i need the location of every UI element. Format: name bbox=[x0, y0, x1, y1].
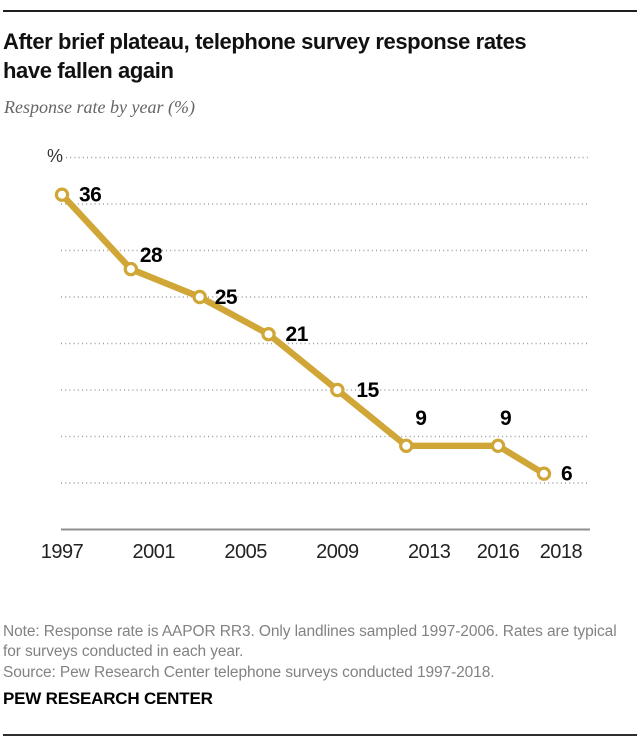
data-point-1997 bbox=[54, 187, 70, 202]
x-tick-2009: 2009 bbox=[316, 541, 359, 563]
chart-source: Source: Pew Research Center telephone su… bbox=[3, 664, 495, 681]
data-label-1997: 36 bbox=[79, 184, 101, 207]
x-tick-1997: 1997 bbox=[41, 541, 84, 563]
x-tick-2018: 2018 bbox=[540, 541, 583, 563]
data-point-2003 bbox=[192, 289, 207, 305]
data-label-2016: 9 bbox=[500, 407, 511, 430]
data-point-2018 bbox=[536, 466, 552, 481]
data-label-2009: 15 bbox=[356, 379, 379, 402]
chart-title-line1: After brief plateau, telephone survey re… bbox=[3, 29, 527, 54]
bottom-rule bbox=[3, 734, 637, 736]
data-point-2000 bbox=[123, 261, 139, 277]
y-unit-label: % bbox=[47, 146, 63, 166]
data-label-2012: 9 bbox=[415, 407, 426, 430]
chart-subtitle: Response rate by year (%) bbox=[4, 97, 195, 117]
data-label-2003: 25 bbox=[215, 286, 238, 309]
data-label-2006: 21 bbox=[286, 323, 309, 346]
data-point-2012 bbox=[399, 438, 414, 453]
data-label-2000: 28 bbox=[140, 244, 163, 267]
chart-title: After brief plateau, telephone survey re… bbox=[3, 27, 635, 85]
data-point-2016 bbox=[490, 438, 506, 453]
x-tick-2013: 2013 bbox=[408, 541, 451, 563]
x-tick-2001: 2001 bbox=[133, 541, 176, 563]
trend-line bbox=[59, 192, 546, 477]
brand-footer: PEW RESEARCH CENTER bbox=[3, 689, 213, 708]
data-point-2009 bbox=[330, 382, 345, 398]
top-rule bbox=[3, 10, 637, 12]
response-rate-line-chart: % 36 28 25 21 15 9 9 6 1997 2001 2005 2009 2013 2016 20… bbox=[41, 146, 590, 563]
data-point-2006 bbox=[261, 327, 276, 342]
x-tick-2005: 2005 bbox=[224, 541, 267, 563]
chart-title-line2: have fallen again bbox=[3, 58, 174, 83]
chart-note: Note: Response rate is AAPOR RR3. Only l… bbox=[3, 623, 617, 660]
x-tick-2016: 2016 bbox=[477, 541, 520, 563]
data-label-2018: 6 bbox=[561, 463, 572, 486]
